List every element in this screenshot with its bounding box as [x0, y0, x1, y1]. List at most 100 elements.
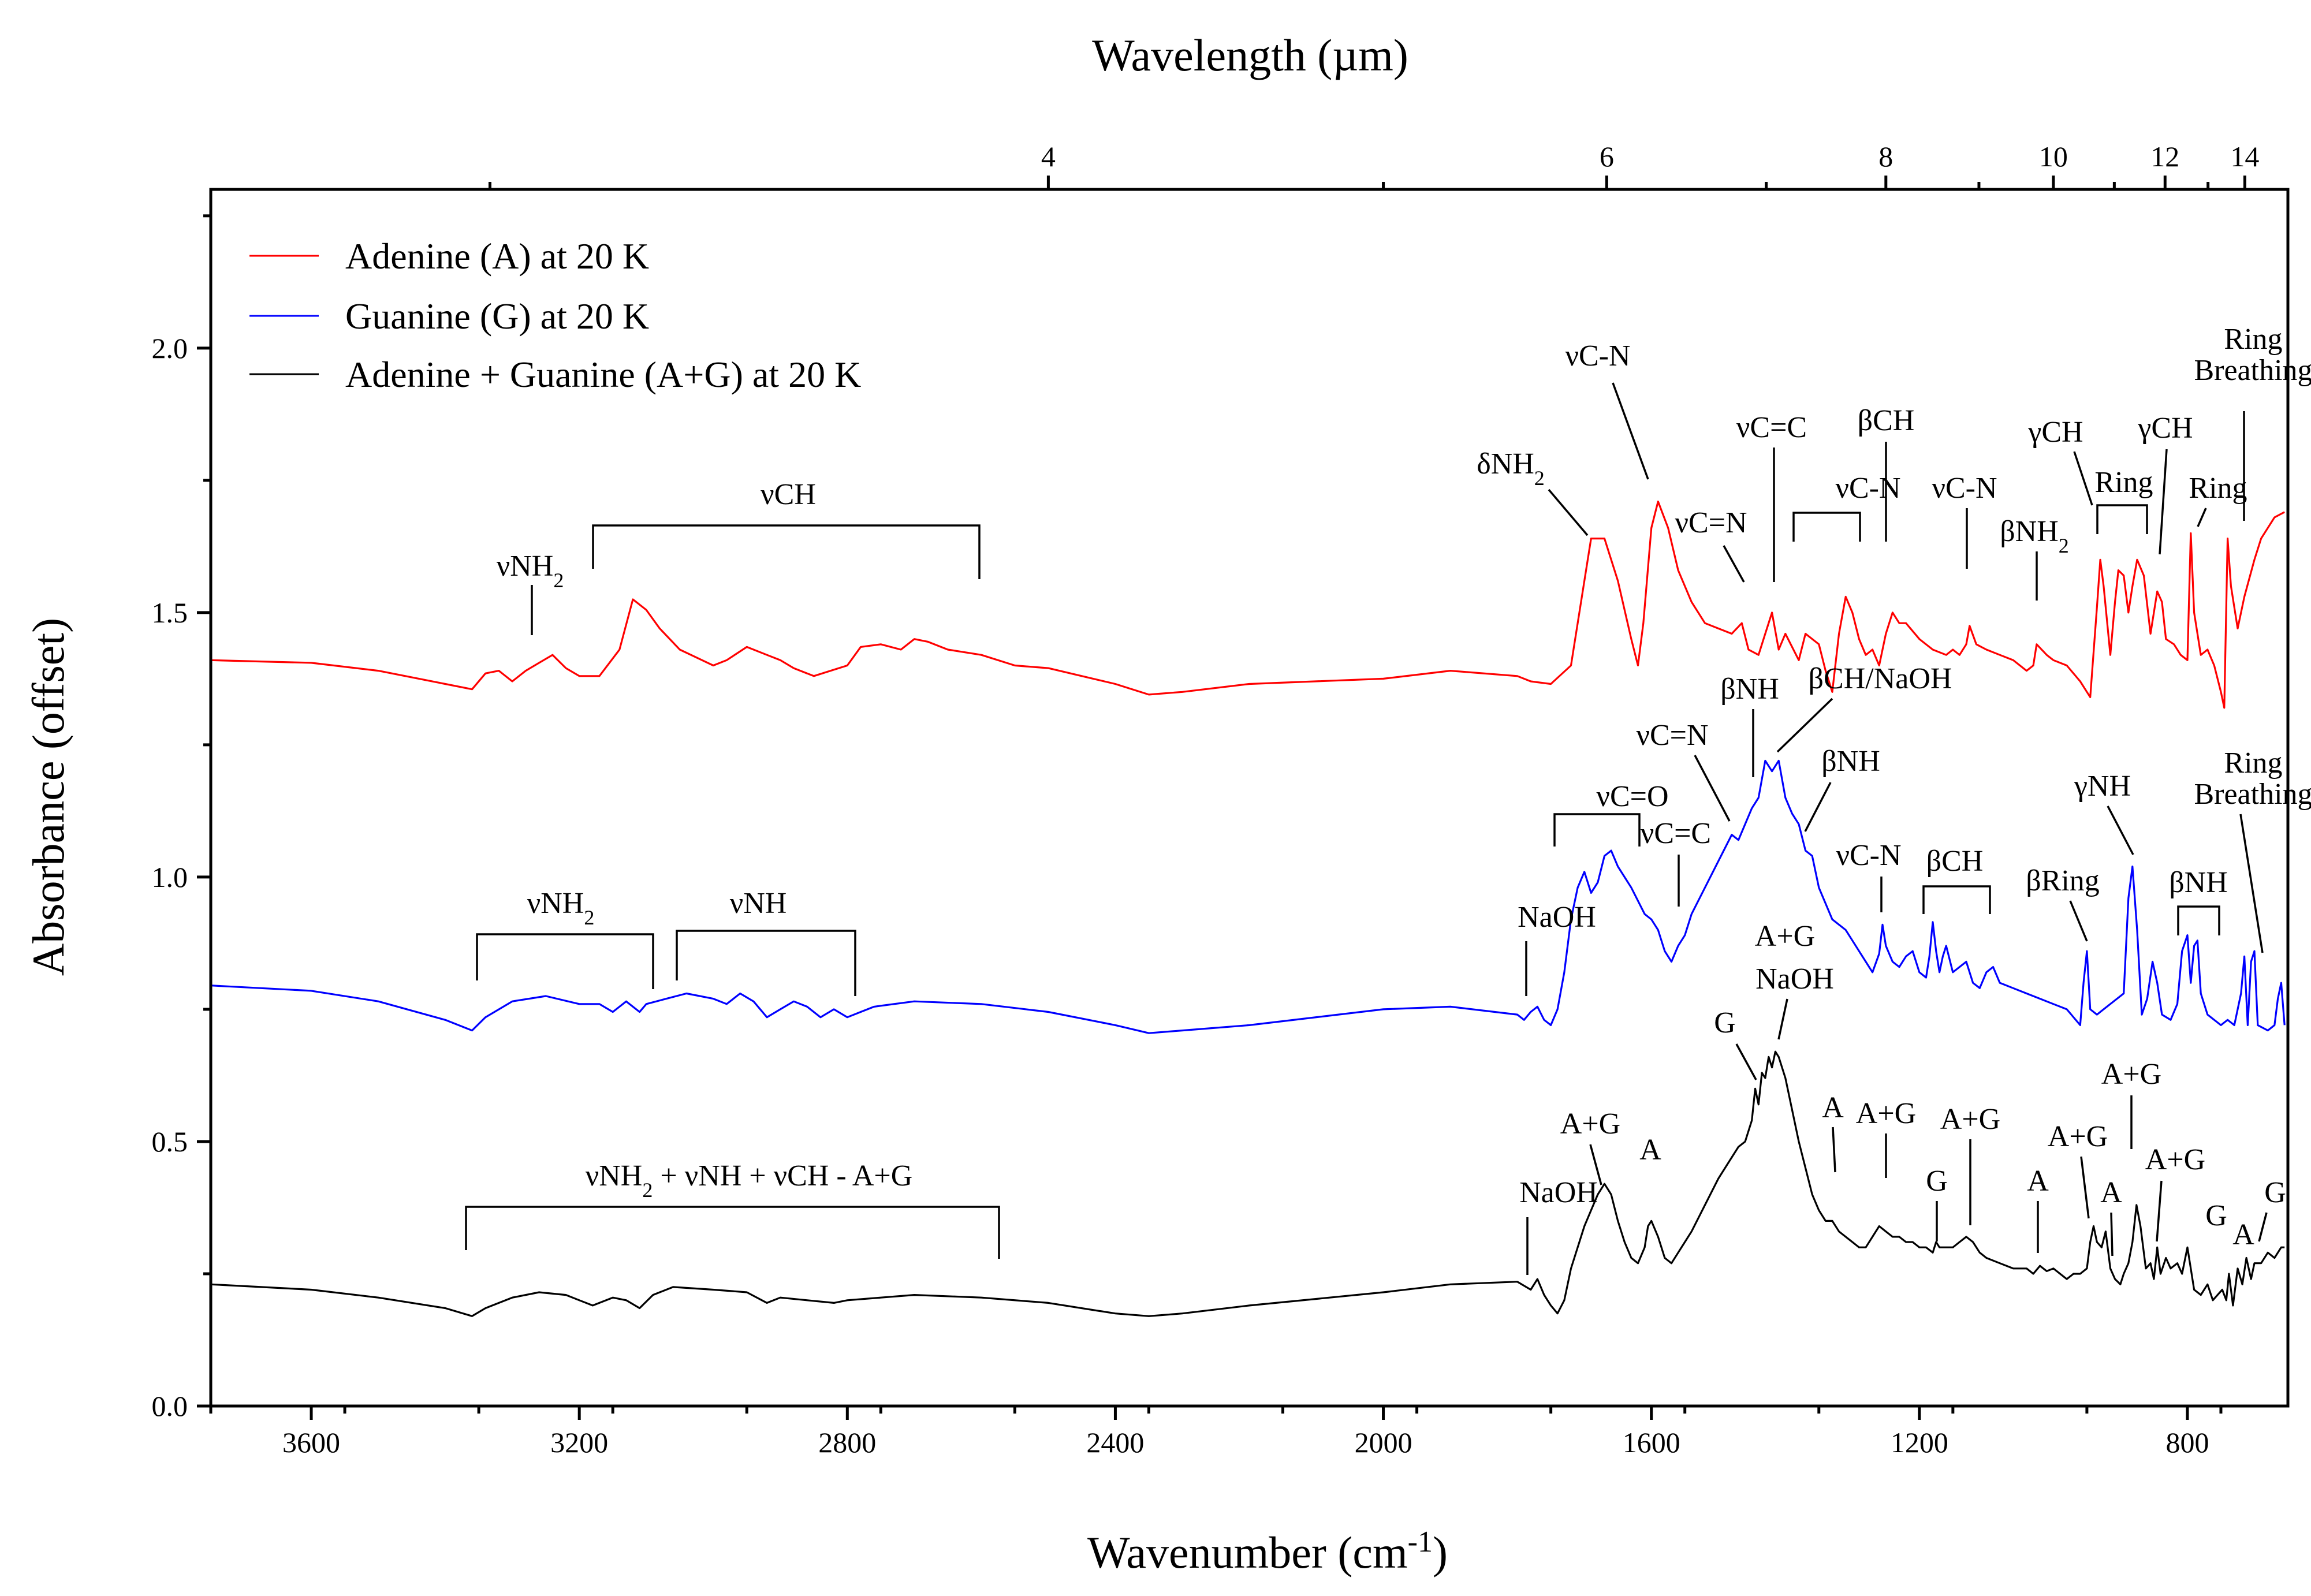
bracket-adenine-nu-ch: [592, 524, 981, 579]
annotation-adenine-nu-c-eq-c: νC=C: [1736, 411, 1807, 444]
x-tick-label: 1200: [1891, 1426, 1948, 1459]
annotation-adenine-ring-1: Ring: [2094, 466, 2153, 499]
top-tick-label: 10: [2039, 140, 2068, 173]
leader-adenine-delta-nh2: [1548, 489, 1589, 536]
bracket-adenine-ring-1: [2096, 504, 2148, 534]
annotation-guanine-gamma-nh: γNH: [2074, 770, 2131, 803]
annotation-mix-ag-6: A+G: [2145, 1143, 2205, 1176]
annotation-mix-ag-naoh-1: A+G: [1755, 920, 1815, 953]
series-line-mixture: [211, 1050, 2285, 1317]
annotation-mix-ag-naoh-2: NaOH: [1755, 963, 1834, 995]
leader-adenine-gamma-ch-2: [2159, 449, 2168, 555]
y-tick-label: 1.5: [152, 596, 188, 629]
axis-ticks: 3600 3200 2800 2400 2000 1600 1200 800 0.0 0.5 1.0…: [152, 140, 2260, 1459]
leader-mix-ag-4: [2080, 1156, 2090, 1219]
plot-frame: [209, 188, 2290, 1408]
annotation-adenine-gamma-ch-1: γCH: [2027, 416, 2083, 449]
leader-guanine-beta-ch-naoh: [1776, 698, 1833, 753]
leader-mix-g-4: [2258, 1212, 2268, 1242]
annotation-mix-ag-5: A+G: [2101, 1058, 2161, 1091]
top-tick-label: 8: [1878, 140, 1893, 173]
guanine-annotations: νNH2 νNH NaOH νC=O νC=C νC=N βNH βCH/NaO…: [476, 662, 2311, 996]
annotation-adenine-ring-breathing-a: Ring: [2224, 323, 2282, 356]
bracket-guanine-beta-nh-3: [2177, 905, 2220, 935]
legend-label-guanine: Guanine (G) at 20 K: [345, 296, 649, 337]
x-axis-title: Wavenumber (cm-1): [1087, 1526, 1448, 1578]
bracket-guanine-nu-nh2: [476, 933, 654, 989]
annotation-adenine-beta-ch: βCH: [1858, 404, 1915, 437]
annotation-adenine-nu-cn-3: νC-N: [1932, 472, 1997, 505]
annotation-guanine-ring-breathing-a: Ring: [2224, 747, 2282, 780]
annotation-guanine-naoh: NaOH: [1518, 901, 1596, 934]
annotation-guanine-nu-c-eq-n: νC=N: [1636, 719, 1708, 752]
annotation-guanine-beta-nh-1: βNH: [1720, 673, 1779, 706]
annotation-mix-g-3: G: [2205, 1199, 2227, 1232]
annotation-guanine-ring-breathing-b: Breathing: [2194, 778, 2311, 811]
annotation-mix-ag-4: A+G: [2048, 1120, 2108, 1153]
annotation-mix-g-1: G: [1714, 1006, 1736, 1039]
y-axis-title: Absorbance (offset): [23, 618, 73, 976]
y-tick-label: 0.0: [152, 1390, 188, 1422]
leader-adenine-nu-c-eq-n: [1723, 545, 1745, 583]
annotation-mix-a-5: A: [2232, 1218, 2254, 1251]
leader-mix-ag-1: [1589, 1144, 1602, 1185]
top-tick-label: 14: [2230, 140, 2259, 173]
leader-mix-a-2: [1832, 1127, 1836, 1173]
leader-guanine-beta-nh-2: [1804, 782, 1832, 832]
leader-adenine-gamma-ch-1: [2073, 451, 2093, 506]
series-line-adenine: [211, 500, 2285, 709]
annotation-mix-ag-1: A+G: [1560, 1107, 1620, 1140]
annotation-guanine-beta-ch-naoh: βCH/NaOH: [1809, 662, 1952, 695]
annotation-mix-a-2: A: [1822, 1091, 1844, 1124]
top-tick-label: 12: [2150, 140, 2179, 173]
bracket-guanine-nu-c-eq-o: [1553, 813, 1641, 847]
leader-guanine-nu-c-eq-n: [1694, 755, 1731, 822]
y-tick-label: 2.0: [152, 332, 188, 364]
annotation-mix-a-1: A: [1639, 1133, 1661, 1166]
annotation-mix-ag-3: A+G: [1940, 1103, 2000, 1136]
y-tick-label: 0.5: [152, 1125, 188, 1158]
bracket-mix-stretch: [465, 1206, 1000, 1259]
annotation-guanine-nu-nh: νNH: [730, 887, 787, 920]
legend: Adenine (A) at 20 K Guanine (G) at 20 K …: [249, 236, 861, 395]
annotation-mix-naoh-1: NaOH: [1519, 1176, 1598, 1209]
leader-adenine-nu-cn-1: [1612, 382, 1649, 480]
annotation-adenine-ring-breathing-b: Breathing: [2194, 354, 2311, 387]
x-tick-label: 3200: [550, 1426, 608, 1459]
bracket-guanine-beta-ch: [1922, 885, 1991, 914]
annotation-guanine-nu-c-eq-o: νC=O: [1596, 780, 1668, 813]
annotation-adenine-nu-ch: νCH: [761, 478, 816, 511]
annotation-guanine-beta-ch: βCH: [1926, 845, 1984, 878]
y-tick-label: 1.0: [152, 861, 188, 893]
bracket-adenine-nu-cn-2: [1792, 512, 1861, 542]
x-tick-label: 2400: [1086, 1426, 1144, 1459]
leader-adenine-ring-2: [2197, 508, 2207, 527]
top-tick-label: 6: [1600, 140, 1614, 173]
annotation-adenine-nu-c-eq-n: νC=N: [1675, 506, 1747, 539]
annotation-mix-a-3: A: [2027, 1165, 2049, 1198]
leader-guanine-ring-breathing: [2239, 814, 2264, 953]
top-axis-title: Wavelength (µm): [1092, 30, 1408, 80]
annotation-guanine-beta-nh-3: βNH: [2169, 866, 2228, 899]
x-tick-label: 2000: [1355, 1426, 1412, 1459]
annotation-guanine-beta-nh-2: βNH: [1821, 745, 1880, 778]
x-tick-label: 2800: [818, 1426, 876, 1459]
annotation-guanine-beta-ring: βRing: [2026, 864, 2100, 897]
leader-mix-ag-6: [2156, 1180, 2163, 1242]
annotation-mix-a-4: A: [2100, 1176, 2122, 1209]
leader-guanine-beta-ring: [2069, 900, 2088, 942]
legend-label-adenine: Adenine (A) at 20 K: [345, 236, 649, 277]
annotation-adenine-nu-cn-2: νC-N: [1835, 472, 1900, 505]
leader-guanine-gamma-nh: [2107, 806, 2134, 855]
annotation-adenine-gamma-ch-2: γCH: [2137, 412, 2193, 445]
annotation-guanine-nu-c-eq-c: νC=C: [1641, 817, 1711, 850]
series-line-guanine: [211, 759, 2286, 1034]
x-tick-label: 3600: [282, 1426, 340, 1459]
annotation-mix-g-4: G: [2264, 1176, 2286, 1209]
leader-mix-g-1: [1735, 1043, 1757, 1080]
annotation-adenine-nu-cn-1: νC-N: [1565, 340, 1630, 372]
bracket-guanine-nu-nh: [676, 930, 856, 996]
annotation-adenine-ring-2: Ring: [2189, 472, 2247, 505]
